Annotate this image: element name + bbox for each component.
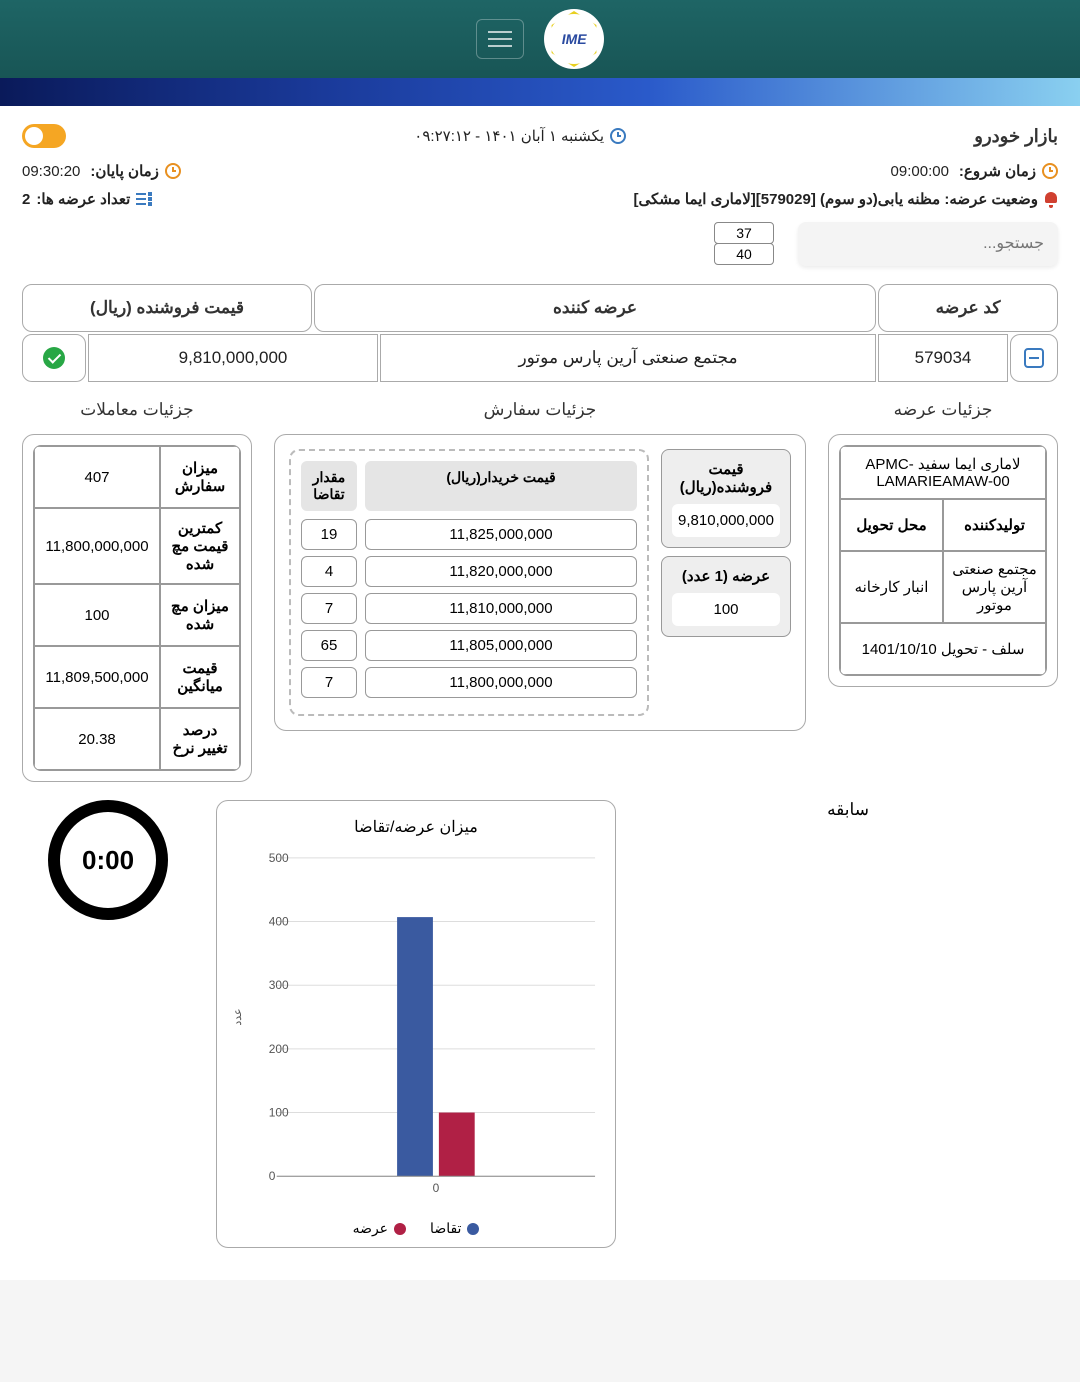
offer-status: وضعیت عرضه: مظنه یابی(دو سوم) [579029][ل…: [634, 190, 1058, 208]
cell-code: 579034: [878, 334, 1008, 382]
menu-toggle[interactable]: [476, 19, 524, 59]
tx-label: درصد تغییر نرخ: [160, 708, 240, 770]
tx-value: 407: [34, 446, 160, 508]
tx-label: میزان مچ شده: [160, 584, 240, 646]
tx-value: 20.38: [34, 708, 160, 770]
delivery-loc: انبار کارخانه: [840, 551, 943, 623]
start-time: زمان شروع: 09:00:00: [891, 162, 1058, 180]
legend-item: عرضه: [353, 1220, 406, 1237]
search-input[interactable]: [798, 222, 1058, 266]
timer-panel: 0:00: [22, 800, 194, 920]
logo: IME: [544, 9, 604, 69]
auto-refresh-toggle[interactable]: [22, 124, 66, 148]
svg-text:200: 200: [269, 1042, 289, 1056]
svg-text:0: 0: [269, 1169, 276, 1183]
banner-image: [0, 78, 1080, 106]
bid-row: 11,800,000,000 7: [301, 667, 637, 698]
bid-price: 11,825,000,000: [365, 519, 637, 550]
bid-row: 11,820,000,000 4: [301, 556, 637, 587]
pager: 37 40: [714, 223, 774, 265]
bid-qty: 7: [301, 667, 357, 698]
current-datetime: یکشنبه ۱ آبان ۱۴۰۱ - ۰۹:۲۷:۱۲: [414, 127, 626, 145]
offer-details-panel: جزئیات عرضه لاماری ایما سفید -APMC LAMAR…: [828, 400, 1058, 687]
svg-text:500: 500: [269, 851, 289, 865]
navbar: IME: [0, 0, 1080, 78]
tx-label: قیمت میانگین: [160, 646, 240, 708]
bid-price: 11,805,000,000: [365, 630, 637, 661]
check-icon: [43, 347, 65, 369]
svg-text:عدد: عدد: [232, 1008, 244, 1025]
panel-title: جزئیات معاملات: [22, 400, 252, 420]
col-code: کد عرضه: [878, 284, 1058, 332]
panel-title: جزئیات سفارش: [274, 400, 806, 420]
bid-qty: 4: [301, 556, 357, 587]
supply-box: عرضه (1 عدد) 100: [661, 556, 791, 637]
tx-value: 100: [34, 584, 160, 646]
producer-hdr: تولیدکننده: [943, 499, 1046, 551]
end-time: زمان پایان: 09:30:20: [22, 162, 181, 180]
bid-qty: 65: [301, 630, 357, 661]
tx-value: 11,809,500,000: [34, 646, 160, 708]
supply-qty: 100: [672, 593, 780, 626]
product-name: لاماری ایما سفید -APMC LAMARIEAMAW-00: [840, 446, 1046, 499]
list-icon: [136, 192, 152, 206]
bell-icon: [1044, 192, 1058, 206]
tx-label: کمترین قیمت مچ شده: [160, 508, 240, 584]
demand-qty-hdr: مقدار تقاضا: [301, 461, 357, 511]
tx-label: میزان سفارش: [160, 446, 240, 508]
panel-title: جزئیات عرضه: [828, 400, 1058, 420]
logo-text: IME: [560, 31, 588, 47]
bid-row: 11,825,000,000 19: [301, 519, 637, 550]
offer-row[interactable]: 579034 مجتمع صنعتی آرین پارس موتور 9,810…: [14, 334, 1066, 382]
producer: مجتمع صنعتی آرین پارس موتور: [943, 551, 1046, 623]
clock-icon: [610, 128, 626, 144]
seller-price: 9,810,000,000: [672, 504, 780, 537]
market-title: بازار خودرو: [974, 126, 1058, 147]
svg-text:400: 400: [269, 915, 289, 929]
legend-item: تقاضا: [430, 1220, 479, 1237]
seller-price-box: قیمت فروشنده(ریال) 9,810,000,000: [661, 449, 791, 548]
buyer-price-hdr: قیمت خریدار(ریال): [365, 461, 637, 511]
cell-supplier: مجتمع صنعتی آرین پارس موتور: [380, 334, 876, 382]
clock-icon: [1042, 163, 1058, 179]
collapse-icon: [1024, 348, 1044, 368]
delivery-terms: سلف - تحویل 1401/10/10: [840, 623, 1046, 675]
bids-list: قیمت خریدار(ریال) مقدار تقاضا 11,825,000…: [289, 449, 649, 716]
transaction-details-panel: جزئیات معاملات میزان سفارش407کمترین قیمت…: [22, 400, 252, 782]
panel-title: سابقه: [638, 800, 1058, 820]
row-expand-button[interactable]: [1010, 334, 1058, 382]
cell-price: 9,810,000,000: [88, 334, 378, 382]
offer-count: تعداد عرضه ها: 2: [22, 190, 152, 208]
history-panel: سابقه: [638, 800, 1058, 834]
col-price: قیمت فروشنده (ریال): [22, 284, 312, 332]
bid-qty: 7: [301, 593, 357, 624]
bar-chart: 0 100 200 300 400 500 عدد 0: [227, 847, 605, 1207]
svg-text:100: 100: [269, 1106, 289, 1120]
svg-text:0: 0: [433, 1181, 440, 1195]
countdown-timer: 0:00: [48, 800, 168, 920]
tx-value: 11,800,000,000: [34, 508, 160, 584]
datetime-text: یکشنبه ۱ آبان ۱۴۰۱ - ۰۹:۲۷:۱۲: [414, 127, 604, 145]
delivery-loc-hdr: محل تحویل: [840, 499, 943, 551]
col-supplier: عرضه کننده: [314, 284, 876, 332]
order-details-panel: جزئیات سفارش قیمت فروشنده(ریال) 9,810,00…: [274, 400, 806, 731]
svg-text:300: 300: [269, 978, 289, 992]
chart-title: میزان عرضه/تقاضا: [227, 817, 605, 837]
bid-qty: 19: [301, 519, 357, 550]
bid-row: 11,810,000,000 7: [301, 593, 637, 624]
bid-price: 11,800,000,000: [365, 667, 637, 698]
bid-price: 11,810,000,000: [365, 593, 637, 624]
pager-value[interactable]: 37: [714, 222, 774, 244]
supply-demand-chart-panel: میزان عرضه/تقاضا 0 100 200 300 400 500 عدد 0 تق…: [216, 800, 616, 1248]
bid-row: 11,805,000,000 65: [301, 630, 637, 661]
clock-icon: [165, 163, 181, 179]
chart-legend: تقاضا عرضه: [227, 1220, 605, 1237]
pager-value[interactable]: 40: [714, 243, 774, 265]
row-status: [22, 334, 86, 382]
bid-price: 11,820,000,000: [365, 556, 637, 587]
